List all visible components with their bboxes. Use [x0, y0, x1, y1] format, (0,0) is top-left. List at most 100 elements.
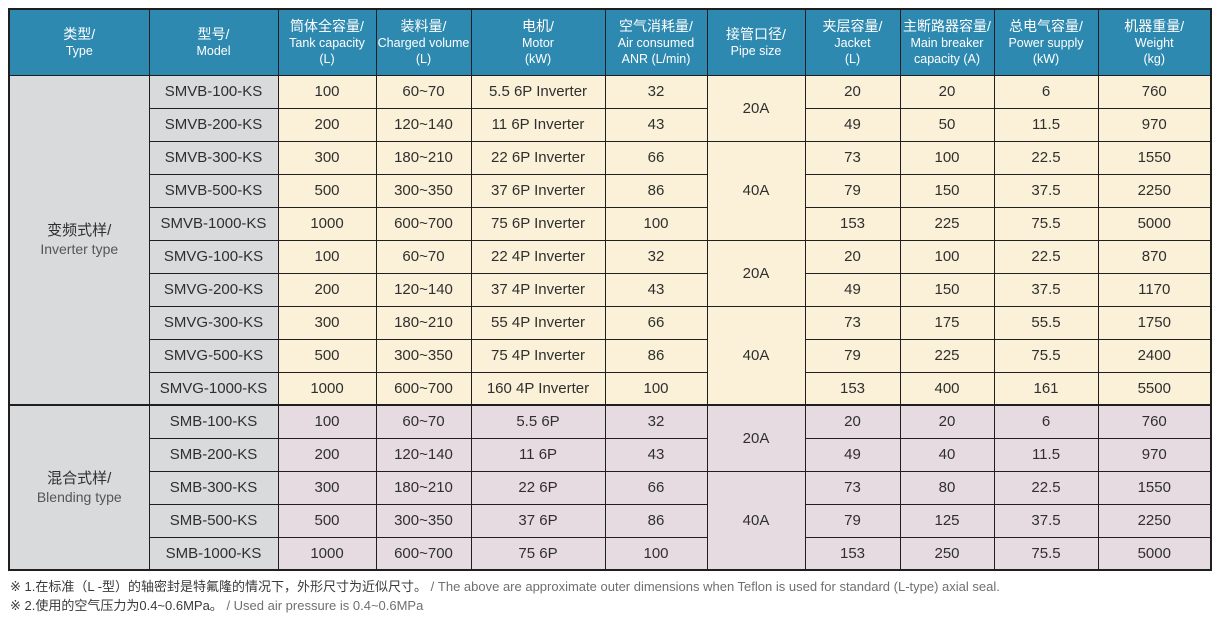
jacket-cell: 153: [804, 536, 901, 571]
breaker-capacity-cell: 175: [899, 305, 995, 340]
footnotes: ※ 1.在标准（L -型）的轴密封是特氟隆的情况下，外形尺寸为近似尺寸。 / T…: [8, 571, 1212, 615]
jacket-cell: 79: [804, 503, 901, 538]
table-row: SMB-1000-KS 1000 600~700 75 6P 100 153 250 75.5…: [9, 536, 1212, 571]
footnote-2-zh: ※ 2.使用的空气压力为0.4~0.6MPa。: [10, 598, 223, 613]
jacket-cell: 79: [804, 173, 901, 208]
air-consumed-cell: 66: [604, 140, 708, 175]
table-row: 混合式样/Blending type SMB-100-KS 100 60~70 5.5 …: [8, 404, 1212, 571]
weight-cell: 1550: [1097, 140, 1212, 175]
air-consumed-cell: 32: [604, 404, 708, 439]
charged-volume-cell: 600~700: [375, 206, 472, 241]
table-row: SMVB-1000-KS 1000 600~700 75 6P Inverter 100…: [9, 206, 1212, 241]
power-supply-cell: 55.5: [993, 305, 1099, 340]
charged-volume-cell: 180~210: [375, 140, 472, 175]
tank-capacity-cell: 500: [277, 338, 377, 373]
tank-capacity-cell: 1000: [277, 371, 377, 406]
motor-cell: 5.5 6P: [470, 404, 606, 439]
spec-table: 类型/Type 型号/Model 筒体全容量/Tank capacity (L) 装料量…: [8, 8, 1212, 571]
motor-cell: 37 6P: [470, 503, 606, 538]
column-header-2: 型号/Model: [148, 8, 279, 76]
motor-cell: 160 4P Inverter: [470, 371, 606, 406]
charged-volume-cell: 180~210: [375, 470, 472, 505]
motor-cell: 11 6P Inverter: [470, 107, 606, 142]
pipe-size-cell: 40A: [706, 140, 806, 241]
charged-volume-cell: 180~210: [375, 305, 472, 340]
breaker-capacity-cell: 150: [899, 272, 995, 307]
motor-cell: 22 6P: [470, 470, 606, 505]
jacket-cell: 73: [804, 305, 901, 340]
tank-capacity-cell: 500: [277, 503, 377, 538]
table-row: SMVG-300-KS 300 180~210 55 4P Inverter 66 40A…: [9, 305, 1212, 406]
model-cell: SMVB-1000-KS: [148, 206, 279, 241]
table-row: SMB-300-KS 300 180~210 22 6P 66 40A 73 80 22.5 15…: [9, 470, 1212, 571]
footnote-1: ※ 1.在标准（L -型）的轴密封是特氟隆的情况下，外形尺寸为近似尺寸。 / T…: [10, 577, 1210, 596]
tank-capacity-cell: 1000: [277, 206, 377, 241]
model-cell: SMVG-300-KS: [148, 305, 279, 340]
model-cell: SMVG-500-KS: [148, 338, 279, 373]
model-cell: SMB-1000-KS: [148, 536, 279, 571]
model-cell: SMVB-300-KS: [148, 140, 279, 175]
motor-cell: 37 4P Inverter: [470, 272, 606, 307]
air-consumed-cell: 43: [604, 272, 708, 307]
weight-cell: 5000: [1097, 536, 1212, 571]
table-row: 变频式样/Inverter type SMVB-100-KS 100 60~70 5.5…: [8, 74, 1212, 406]
breaker-capacity-cell: 100: [899, 239, 995, 274]
motor-cell: 75 6P: [470, 536, 606, 571]
tank-capacity-cell: 200: [277, 437, 377, 472]
motor-cell: 55 4P Inverter: [470, 305, 606, 340]
breaker-capacity-cell: 40: [899, 437, 995, 472]
breaker-capacity-cell: 20: [899, 404, 995, 439]
jacket-cell: 73: [804, 140, 901, 175]
column-header-5: 电机/Motor (kW): [470, 8, 606, 76]
jacket-cell: 153: [804, 206, 901, 241]
model-cell: SMB-200-KS: [148, 437, 279, 472]
air-consumed-cell: 43: [604, 107, 708, 142]
table-row: SMVB-500-KS 500 300~350 37 6P Inverter 86 79 1…: [9, 173, 1212, 208]
air-consumed-cell: 100: [604, 206, 708, 241]
weight-cell: 2400: [1097, 338, 1212, 373]
jacket-cell: 20: [804, 74, 901, 109]
power-supply-cell: 22.5: [993, 239, 1099, 274]
tank-capacity-cell: 300: [277, 305, 377, 340]
charged-volume-cell: 300~350: [375, 338, 472, 373]
pipe-size-cell: 20A: [706, 404, 806, 472]
jacket-cell: 49: [804, 107, 901, 142]
power-supply-cell: 11.5: [993, 437, 1099, 472]
model-cell: SMB-100-KS: [148, 404, 279, 439]
air-consumed-cell: 43: [604, 437, 708, 472]
power-supply-cell: 75.5: [993, 338, 1099, 373]
power-supply-cell: 75.5: [993, 206, 1099, 241]
jacket-cell: 20: [804, 404, 901, 439]
charged-volume-cell: 60~70: [375, 239, 472, 274]
table-row: SMVG-1000-KS 1000 600~700 160 4P Inverter 10…: [9, 371, 1212, 406]
weight-cell: 1550: [1097, 470, 1212, 505]
column-header-9: 主断路器容量/Main breaker capacity (A): [899, 8, 995, 76]
breaker-capacity-cell: 20: [899, 74, 995, 109]
weight-cell: 2250: [1097, 503, 1212, 538]
air-consumed-cell: 100: [604, 371, 708, 406]
charged-volume-cell: 120~140: [375, 107, 472, 142]
weight-cell: 760: [1097, 404, 1212, 439]
air-consumed-cell: 86: [604, 173, 708, 208]
charged-volume-cell: 600~700: [375, 371, 472, 406]
jacket-cell: 73: [804, 470, 901, 505]
weight-cell: 870: [1097, 239, 1212, 274]
table-body: 变频式样/Inverter type SMVB-100-KS 100 60~70 5.5…: [8, 74, 1212, 571]
charged-volume-cell: 120~140: [375, 272, 472, 307]
pipe-size-cell: 20A: [706, 74, 806, 142]
breaker-capacity-cell: 150: [899, 173, 995, 208]
charged-volume-cell: 120~140: [375, 437, 472, 472]
motor-cell: 11 6P: [470, 437, 606, 472]
air-consumed-cell: 66: [604, 470, 708, 505]
charged-volume-cell: 300~350: [375, 173, 472, 208]
model-cell: SMB-300-KS: [148, 470, 279, 505]
table-row: SMVB-200-KS 200 120~140 11 6P Inverter 43 49 5…: [9, 107, 1212, 142]
header-row: 类型/Type 型号/Model 筒体全容量/Tank capacity (L) 装料量…: [8, 8, 1212, 76]
power-supply-cell: 11.5: [993, 107, 1099, 142]
tank-capacity-cell: 100: [277, 404, 377, 439]
tank-capacity-cell: 300: [277, 140, 377, 175]
breaker-capacity-cell: 125: [899, 503, 995, 538]
weight-cell: 970: [1097, 107, 1212, 142]
tank-capacity-cell: 1000: [277, 536, 377, 571]
motor-cell: 22 6P Inverter: [470, 140, 606, 175]
